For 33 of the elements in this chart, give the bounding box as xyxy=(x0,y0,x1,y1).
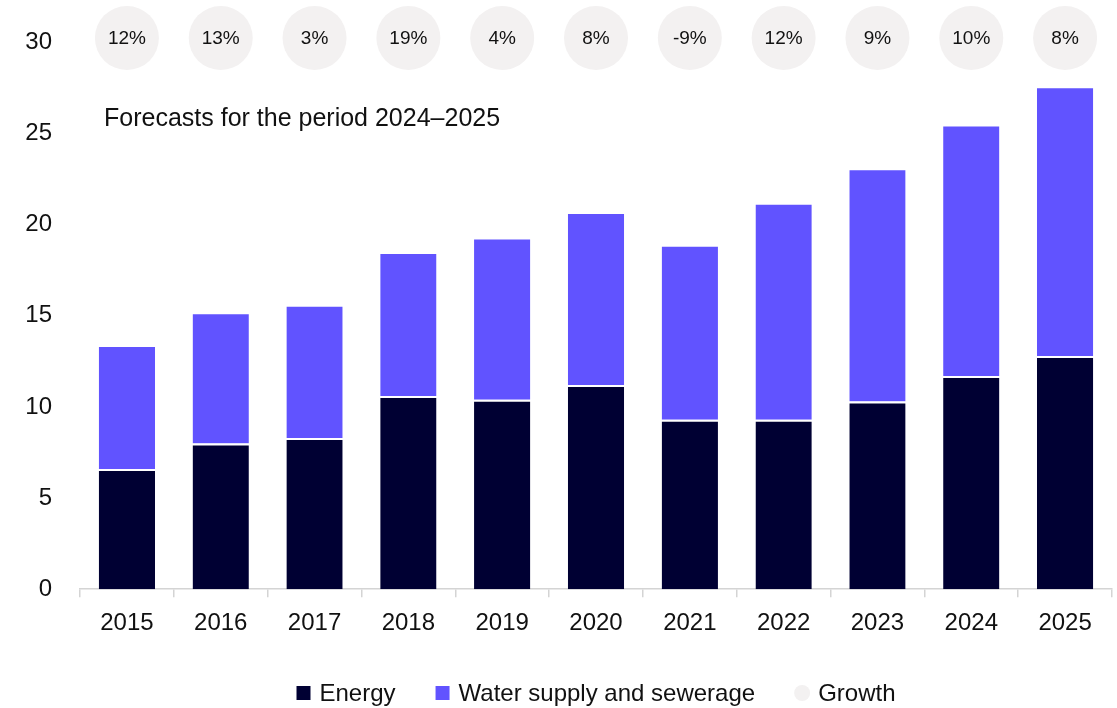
x-tick-label: 2021 xyxy=(663,608,717,636)
y-tick-label: 30 xyxy=(25,27,52,55)
legend-label: Growth xyxy=(818,678,896,706)
data-label: 8% xyxy=(582,27,610,49)
data-label: 3% xyxy=(300,27,329,49)
y-tick-label: 20 xyxy=(25,209,52,237)
legend-label: Energy xyxy=(319,678,396,706)
y-tick-label: 5 xyxy=(38,482,52,510)
y-tick-label: 25 xyxy=(25,118,52,146)
x-tick-label: 2020 xyxy=(569,608,623,636)
data-label: 4% xyxy=(488,27,517,49)
x-tick-label: 2016 xyxy=(194,608,248,636)
y-tick-label: 15 xyxy=(25,300,52,328)
x-tick-label: 2025 xyxy=(1038,608,1092,636)
data-label: 9% xyxy=(863,27,892,49)
annotation: Forecasts for the period 2024–2025 xyxy=(104,103,501,132)
data-label: 12% xyxy=(107,27,147,49)
x-tick-label: 2015 xyxy=(100,608,154,636)
y-tick-label: 10 xyxy=(25,391,52,419)
data-label: 13% xyxy=(201,27,240,49)
data-label: -9% xyxy=(672,27,707,49)
x-tick-label: 2018 xyxy=(381,608,436,636)
x-tick-label: 2023 xyxy=(850,608,905,636)
data-label: 12% xyxy=(764,27,803,49)
data-label: 8% xyxy=(1051,27,1079,49)
x-tick-label: 2024 xyxy=(944,608,998,636)
y-tick-label: 0 xyxy=(38,573,52,601)
x-tick-label: 2017 xyxy=(287,608,342,636)
x-tick-label: 2019 xyxy=(475,608,529,636)
data-label: 19% xyxy=(389,27,428,49)
legend-label: Water supply and sewerage xyxy=(458,678,756,706)
data-label: 10% xyxy=(952,27,991,49)
x-tick-label: 2022 xyxy=(756,608,811,636)
